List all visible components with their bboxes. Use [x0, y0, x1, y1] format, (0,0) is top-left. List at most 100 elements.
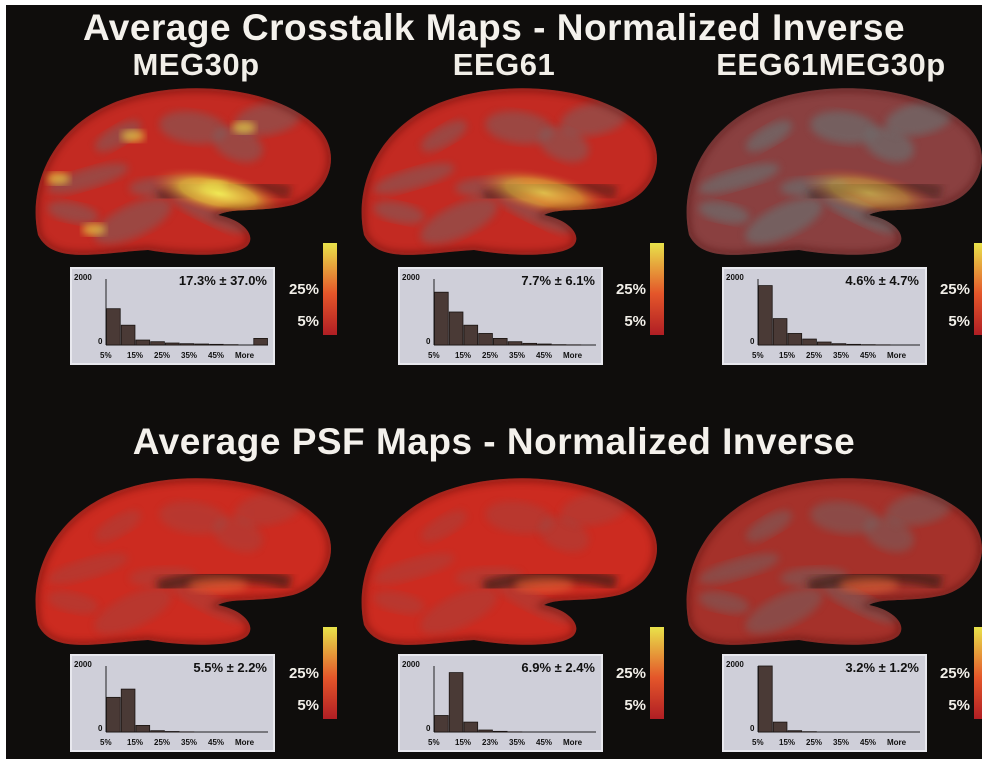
crosstalk-eeg61meg30p-histogram: 4.6% ± 4.7% 2000 0 5% 15% 25% 35% 45% More	[722, 267, 927, 365]
histogram-bar	[831, 343, 847, 346]
x-tick-label: 35%	[509, 738, 526, 747]
psf-eeg61meg30p-histogram: 3.2% ± 1.2% 2000 0 5% 15% 25% 35% 45% More	[722, 654, 927, 752]
y-max-label: 2000	[74, 273, 92, 282]
x-tick-label: 45%	[208, 738, 225, 747]
x-tick-label: 35%	[833, 738, 850, 747]
x-tick-label: 25%	[806, 738, 823, 747]
psf-meg30p-brain	[35, 478, 332, 645]
histogram-bar	[507, 341, 523, 346]
column-title-eeg61meg30p: EEG61MEG30p	[716, 47, 946, 82]
crosstalk-eeg61meg30p-brain	[686, 88, 982, 255]
histogram-bar	[817, 341, 832, 346]
histogram-bar	[493, 338, 508, 346]
colorbar-low-label: 5%	[624, 313, 646, 330]
histogram-bar	[120, 324, 136, 346]
histogram-bar	[478, 333, 493, 346]
y-min-label: 0	[426, 724, 431, 733]
x-tick-label: 5%	[428, 351, 440, 360]
histogram-bar	[434, 291, 449, 346]
x-tick-label: 25%	[806, 351, 823, 360]
colorbar-high-label: 25%	[615, 665, 646, 682]
x-tick-label: 45%	[860, 738, 877, 747]
x-tick-label: 35%	[181, 738, 198, 747]
x-tick-label: More	[235, 351, 255, 360]
histogram-bar	[787, 730, 803, 733]
x-tick-label: More	[887, 738, 907, 747]
psf-eeg61-colorbar	[650, 627, 664, 719]
colorbar-high-label: 25%	[939, 665, 970, 682]
histogram-bar	[463, 324, 479, 346]
psf-eeg61meg30p-brain	[686, 478, 982, 645]
x-tick-label: 15%	[127, 738, 144, 747]
histogram-stat: 5.5% ± 2.2%	[193, 660, 267, 675]
histogram-stat: 4.6% ± 4.7%	[845, 273, 919, 288]
histogram-bar	[179, 343, 195, 346]
figure: Average Crosstalk Maps - Normalized Inve…	[6, 5, 982, 759]
psf-eeg61-histogram: 6.9% ± 2.4% 2000 0 5% 15% 23% 35% 45% More	[398, 654, 603, 752]
y-max-label: 2000	[726, 660, 744, 669]
psf-meg30p-colorbar	[323, 627, 337, 719]
x-tick-label: 5%	[100, 738, 112, 747]
x-tick-label: More	[235, 738, 255, 747]
x-tick-label: 35%	[833, 351, 850, 360]
x-tick-label: 5%	[100, 351, 112, 360]
colorbar-high-label: 25%	[288, 281, 319, 298]
crosstalk-meg30p-brain	[35, 88, 332, 255]
histogram-bar	[787, 333, 803, 346]
histogram-bar	[758, 665, 773, 733]
x-tick-label: 45%	[860, 351, 877, 360]
x-tick-label: 45%	[536, 351, 553, 360]
brain-maps	[35, 88, 982, 719]
x-tick-label: More	[887, 351, 907, 360]
histogram-bar	[135, 725, 151, 733]
histogram-bar	[478, 729, 493, 733]
x-tick-label: More	[563, 738, 583, 747]
crosstalk-eeg61-colorbar	[650, 243, 664, 335]
colorbar-high-label: 25%	[939, 281, 970, 298]
histogram-bar	[106, 308, 121, 346]
y-min-label: 0	[98, 337, 103, 346]
column-title-eeg61: EEG61	[452, 47, 556, 82]
histogram-bar	[463, 721, 479, 733]
colorbar-low-label: 5%	[948, 313, 970, 330]
crosstalk-title: Average Crosstalk Maps - Normalized Inve…	[82, 7, 906, 48]
histogram-bar	[448, 311, 464, 346]
x-tick-label: 25%	[154, 738, 171, 747]
histogram-bar	[106, 696, 121, 733]
histogram-bar	[537, 343, 552, 346]
x-tick-label: 5%	[752, 351, 764, 360]
histogram-bar	[150, 730, 165, 733]
histogram-stat: 6.9% ± 2.4%	[521, 660, 595, 675]
y-max-label: 2000	[726, 273, 744, 282]
colorbar-high-label: 25%	[288, 665, 319, 682]
colorbar-high-label: 25%	[615, 281, 646, 298]
histogram-bar	[434, 715, 449, 733]
crosstalk-eeg61meg30p-colorbar	[974, 243, 982, 335]
column-title-meg30p: MEG30p	[132, 47, 260, 82]
x-tick-label: 15%	[127, 351, 144, 360]
x-tick-label: 15%	[779, 351, 796, 360]
x-tick-label: 5%	[428, 738, 440, 747]
x-tick-label: 15%	[455, 351, 472, 360]
colorbar-low-label: 5%	[624, 697, 646, 714]
histogram-bar	[772, 318, 788, 346]
histogram-stat: 17.3% ± 37.0%	[178, 273, 267, 288]
y-min-label: 0	[750, 724, 755, 733]
crosstalk-eeg61-brain	[361, 88, 658, 255]
x-tick-label: 35%	[181, 351, 198, 360]
x-tick-label: 15%	[779, 738, 796, 747]
y-min-label: 0	[98, 724, 103, 733]
histogram-bar	[253, 338, 268, 346]
psf-title: Average PSF Maps - Normalized Inverse	[132, 421, 856, 462]
histogram-bar	[120, 688, 136, 733]
histogram-stat: 7.7% ± 6.1%	[521, 273, 595, 288]
colorbar-low-label: 5%	[297, 697, 319, 714]
histogram-bar	[758, 285, 773, 346]
colorbar-low-label: 5%	[297, 313, 319, 330]
x-tick-label: 25%	[154, 351, 171, 360]
y-max-label: 2000	[402, 273, 420, 282]
x-tick-label: 45%	[208, 351, 225, 360]
psf-eeg61-brain	[361, 478, 658, 645]
histogram-stat: 3.2% ± 1.2%	[845, 660, 919, 675]
crosstalk-meg30p-histogram: 17.3% ± 37.0% 2000 0 5% 15% 25% 35% 45% More	[70, 267, 275, 365]
